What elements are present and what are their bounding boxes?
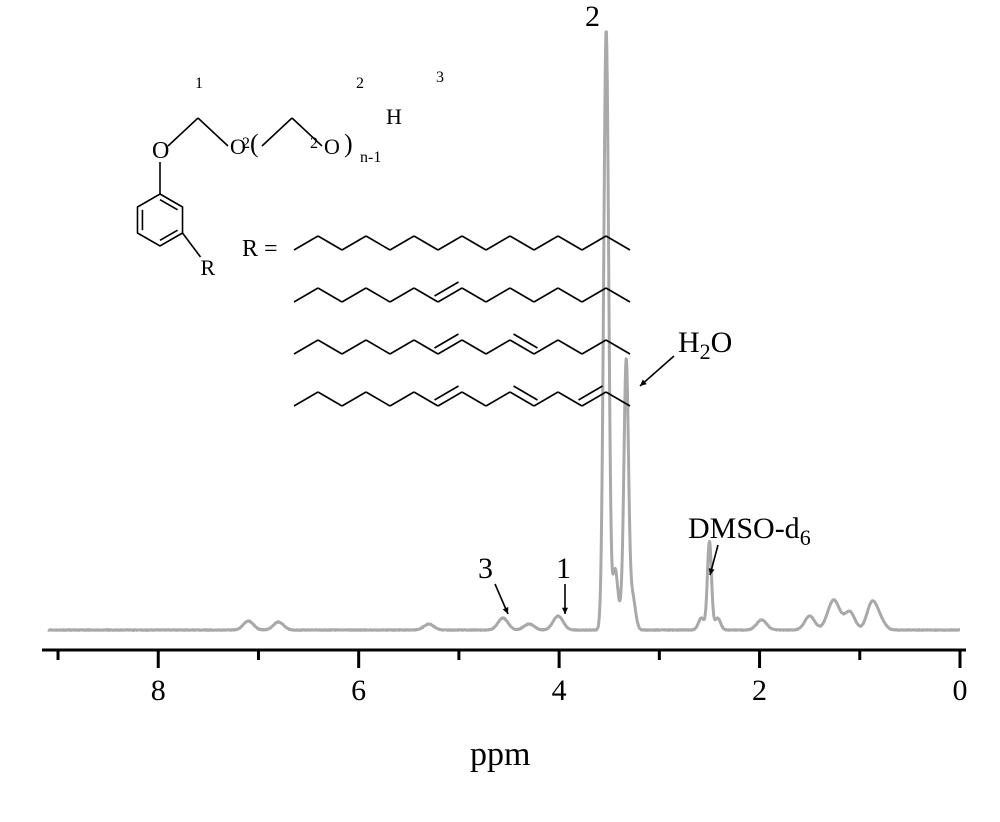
svg-text:O: O: [152, 138, 169, 164]
svg-text:2: 2: [356, 75, 364, 92]
svg-text:R =: R =: [242, 236, 278, 262]
svg-text:n-1: n-1: [360, 149, 381, 166]
svg-text:O: O: [324, 134, 340, 159]
svg-text:2: 2: [242, 135, 250, 152]
nmr-figure: 2 3 1 H2O DMSO-d6 02468 ppm OO(O)n-1H122…: [0, 0, 1000, 822]
svg-text:(: (: [250, 129, 259, 158]
svg-text:R: R: [201, 255, 216, 280]
svg-text:1: 1: [195, 75, 203, 92]
svg-text:2: 2: [310, 135, 318, 152]
svg-text:H: H: [386, 104, 402, 129]
structure-inset: OO(O)n-1H12223RR =: [0, 0, 1000, 822]
svg-text:): ): [344, 129, 353, 158]
svg-text:3: 3: [436, 69, 444, 86]
